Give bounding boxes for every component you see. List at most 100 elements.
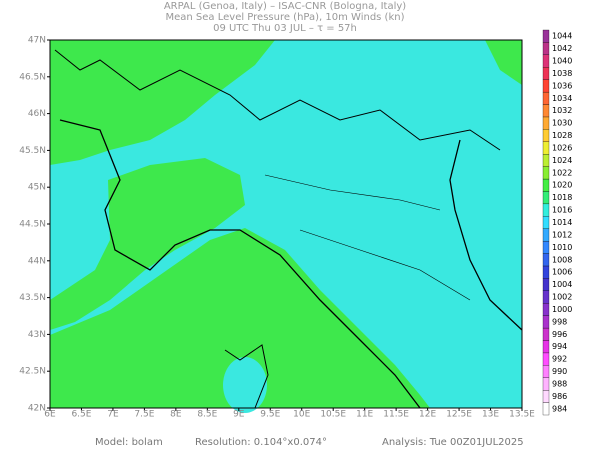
footer-text: Analysis: Tue 00Z01JUL2025 xyxy=(382,437,524,448)
y-tick-label: 46N xyxy=(28,109,46,119)
colorbar-swatch xyxy=(542,79,550,93)
colorbar-swatch xyxy=(542,377,550,391)
header-line: 09 UTC Thu 03 JUL – τ = 57h xyxy=(213,23,357,34)
colorbar-swatch xyxy=(542,340,550,354)
colorbar-label: 1000 xyxy=(552,305,572,314)
y-tick-label: 44N xyxy=(28,256,46,266)
x-tick-label: 7.5E xyxy=(134,410,154,420)
header-line: ARPAL (Genoa, Italy) – ISAC-CNR (Bologna… xyxy=(164,1,406,12)
map-field xyxy=(49,39,523,413)
colorbar-label: 1028 xyxy=(552,131,572,140)
y-tick-label: 42N xyxy=(28,404,46,414)
colorbar-swatch xyxy=(542,141,550,155)
colorbar-label: 1022 xyxy=(552,168,572,177)
colorbar-swatch xyxy=(542,91,550,105)
colorbar-swatch xyxy=(542,116,550,130)
colorbar-label: 1034 xyxy=(552,94,572,103)
border xyxy=(264,174,471,301)
colorbar-swatch xyxy=(542,203,550,217)
colorbar-label: 1014 xyxy=(552,218,572,227)
x-tick-label: 6E xyxy=(44,410,56,420)
x-tick-label: 13E xyxy=(482,410,499,420)
colorbar-label: 1026 xyxy=(552,143,572,152)
colorbar-label: 1042 xyxy=(552,44,572,53)
colorbar-label: 1030 xyxy=(552,119,572,128)
y-tick-label: 46.5N xyxy=(19,72,46,82)
colorbar-swatch xyxy=(542,178,550,192)
green-field xyxy=(50,228,430,408)
colorbar-label: 1006 xyxy=(552,268,572,277)
colorbar-swatch xyxy=(542,290,550,304)
footer-text: Model: bolam xyxy=(95,437,163,448)
colorbar-swatch xyxy=(542,191,550,205)
footer-text: Resolution: 0.104°x0.074° xyxy=(195,437,327,448)
colorbar-swatch xyxy=(542,352,550,366)
y-tick-label: 45N xyxy=(28,183,46,193)
colorbar-label: 1004 xyxy=(552,280,572,289)
colorbar-swatch xyxy=(542,278,550,291)
colorbar-swatch xyxy=(542,166,550,180)
y-tick-label: 43N xyxy=(28,330,46,340)
colorbar-label: 996 xyxy=(552,330,567,339)
green-field xyxy=(50,40,275,165)
x-tick-label: 13.5E xyxy=(509,410,535,420)
x-tick-label: 8.5E xyxy=(197,410,217,420)
colorbar-swatch xyxy=(542,315,550,329)
x-tick-label: 6.5E xyxy=(71,410,91,420)
header-line: Mean Sea Level Pressure (hPa), 10m Winds… xyxy=(166,12,405,23)
colorbar-swatch xyxy=(542,228,550,242)
y-tick-label: 43.5N xyxy=(19,293,46,303)
colorbar-label: 984 xyxy=(552,404,567,413)
colorbar-swatch xyxy=(542,129,550,142)
colorbar-swatch xyxy=(542,54,550,68)
colorbar-swatch xyxy=(542,240,550,254)
coastline xyxy=(59,119,421,409)
x-tick-label: 12E xyxy=(419,410,436,420)
y-tick-label: 47N xyxy=(28,36,46,46)
coastline xyxy=(449,139,523,331)
y-tick-label: 42.5N xyxy=(19,367,46,377)
colorbar-swatch xyxy=(542,303,550,316)
green-field xyxy=(50,158,245,330)
colorbar-label: 1008 xyxy=(552,255,572,264)
colorbar-label: 994 xyxy=(552,342,567,351)
x-tick-label: 8E xyxy=(170,410,182,420)
colorbar-swatch xyxy=(542,29,550,43)
x-tick-label: 7E xyxy=(107,410,119,420)
colorbar-label: 1024 xyxy=(552,156,572,165)
colorbar-swatch xyxy=(542,327,550,341)
colorbar-swatch xyxy=(542,216,550,229)
x-tick-label: 10E xyxy=(293,410,310,420)
x-tick-label: 9.5E xyxy=(260,410,280,420)
colorbar-swatch xyxy=(542,390,550,403)
border xyxy=(54,49,501,151)
coastline xyxy=(224,344,269,409)
colorbar-label: 1036 xyxy=(552,81,572,90)
colorbar-swatch xyxy=(542,402,550,416)
colorbar-label: 988 xyxy=(552,379,567,388)
x-tick-label: 9E xyxy=(233,410,245,420)
colorbar-label: 1032 xyxy=(552,106,572,115)
colorbar-label: 1010 xyxy=(552,243,572,252)
colorbar-label: 992 xyxy=(552,355,567,364)
y-tick-label: 45.5N xyxy=(19,146,46,156)
colorbar-swatch xyxy=(542,154,550,167)
x-tick-label: 12.5E xyxy=(446,410,472,420)
colorbar-label: 1012 xyxy=(552,230,572,239)
colorbar-label: 1018 xyxy=(552,193,572,202)
colorbar-swatch xyxy=(542,104,550,118)
colorbar-label: 1044 xyxy=(552,32,572,41)
colorbar-swatch xyxy=(542,42,550,55)
green-field xyxy=(485,40,522,85)
colorbar-label: 986 xyxy=(552,392,567,401)
x-tick-label: 11E xyxy=(356,410,373,420)
y-tick-label: 44.5N xyxy=(19,220,46,230)
cyan-field xyxy=(223,357,267,413)
colorbar-label: 1020 xyxy=(552,181,572,190)
colorbar-label: 1038 xyxy=(552,69,572,78)
x-tick-label: 10.5E xyxy=(320,410,346,420)
colorbar-label: 990 xyxy=(552,367,567,376)
colorbar-label: 1002 xyxy=(552,293,572,302)
x-tick-label: 11.5E xyxy=(383,410,409,420)
